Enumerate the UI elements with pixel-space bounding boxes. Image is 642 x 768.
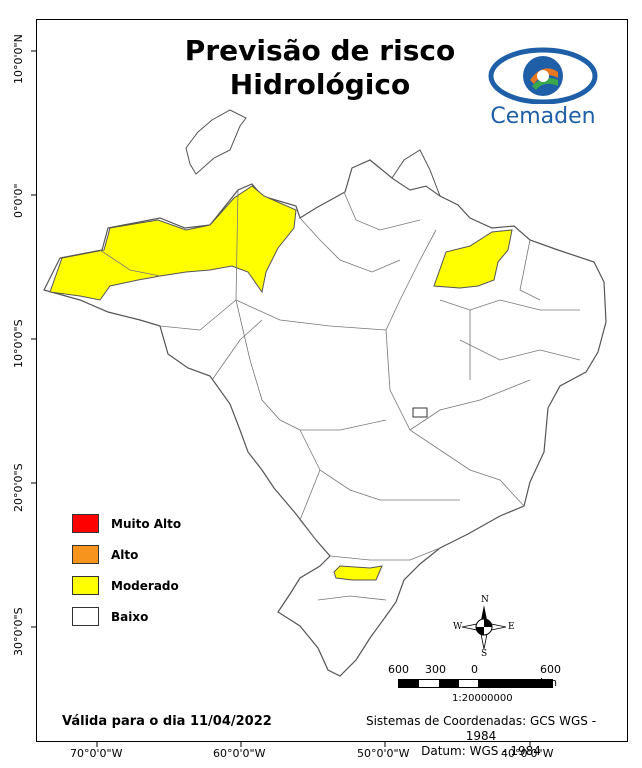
- roraima-outline: [185, 109, 247, 175]
- scale-label-600-left: 600: [388, 663, 409, 676]
- lon-label-40w: 40°0'0"W: [501, 747, 554, 760]
- map-title: Previsão de risco Hidrológico: [160, 34, 480, 102]
- risk-area-south: [333, 565, 383, 581]
- lat-label-20s: 20°0'0"S: [12, 463, 25, 512]
- legend: Muito Alto Alto Moderado Baixo: [72, 508, 181, 632]
- compass-icon: [461, 605, 507, 650]
- coordinate-system-line: Sistemas de Coordenadas: GCS WGS - 1984: [365, 714, 597, 743]
- scale-label-300: 300: [425, 663, 446, 676]
- west-letter: W: [453, 622, 463, 632]
- lat-label-0: 0°0'0": [12, 183, 25, 218]
- legend-item-baixo: Baixo: [72, 601, 181, 632]
- coordinate-system: Sistemas de Coordenadas: GCS WGS - 1984 …: [350, 714, 612, 759]
- south-letter: S: [481, 649, 488, 659]
- legend-swatch-muito-alto: [72, 514, 99, 533]
- cemaden-logo-text: Cemaden: [490, 104, 596, 129]
- cemaden-eye-icon: [488, 47, 598, 105]
- legend-label: Alto: [111, 547, 139, 562]
- validity-date: Válida para o dia 11/04/2022: [62, 714, 272, 729]
- brazil-outline: [43, 159, 607, 677]
- scale-label-0: 0: [471, 663, 478, 676]
- title-line-1: Previsão de risco: [184, 34, 456, 67]
- legend-item-muito-alto: Muito Alto: [72, 508, 181, 539]
- legend-swatch-moderado: [72, 576, 99, 595]
- legend-swatch-alto: [72, 545, 99, 564]
- amapa-outline: [391, 149, 442, 198]
- lon-label-50w: 50°0'0"W: [357, 747, 410, 760]
- east-letter: E: [508, 622, 515, 632]
- title-line-2: Hidrológico: [229, 68, 411, 101]
- lon-label-60w: 60°0'0"W: [213, 747, 266, 760]
- legend-label: Muito Alto: [111, 516, 182, 531]
- scale-bar: 600 300 0 600 km 1:20000000: [380, 663, 580, 708]
- cemaden-logo: Cemaden: [478, 44, 608, 134]
- legend-item-alto: Alto: [72, 539, 181, 570]
- risk-area-amazonas: [49, 185, 297, 301]
- datum-line: Datum: WGS - 1984: [421, 744, 541, 758]
- legend-swatch-baixo: [72, 607, 99, 626]
- lat-label-30s: 30°0'0"S: [12, 607, 25, 656]
- legend-label: Baixo: [111, 609, 149, 624]
- risk-area-maranhao: [433, 229, 513, 289]
- legend-item-moderado: Moderado: [72, 570, 181, 601]
- legend-label: Moderado: [111, 578, 179, 593]
- lat-label-10s: 10°0'0"S: [12, 319, 25, 368]
- lon-label-70w: 70°0'0"W: [70, 747, 123, 760]
- north-arrow: N S E W: [452, 595, 516, 659]
- scale-bar-graphic: [398, 679, 553, 688]
- north-letter: N: [481, 595, 489, 605]
- lat-label-10n: 10°0'0"N: [12, 34, 25, 84]
- scale-ratio: 1:20000000: [452, 693, 513, 704]
